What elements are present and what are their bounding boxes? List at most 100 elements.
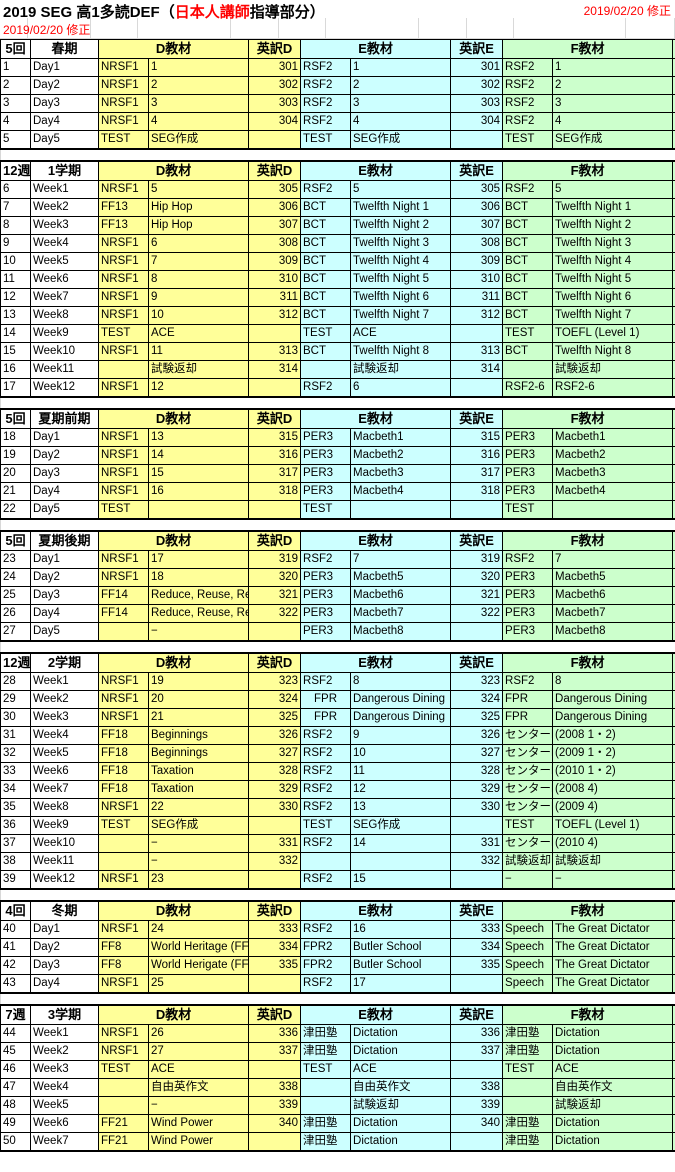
row-number-cell[interactable]: 29 [0,690,31,709]
e-code-cell[interactable]: RSF2 [300,180,352,199]
d-code-cell[interactable]: NRSF1 [98,446,149,465]
d-translation-cell[interactable]: 333 [248,920,302,939]
e-translation-cell[interactable]: 319 [450,550,504,569]
row-number-cell[interactable]: 48 [0,1096,31,1115]
d-title-cell[interactable]: 2 [147,76,250,95]
f-code-cell[interactable]: TEST [502,500,554,520]
e-title-cell[interactable]: Macbeth5 [350,568,452,587]
row-day-cell[interactable]: Week12 [30,378,99,398]
d-code-cell[interactable] [98,852,149,871]
d-title-cell[interactable]: World Herigate (FF18) [147,956,250,975]
row-number-cell[interactable]: 28 [0,672,31,691]
e-code-cell[interactable]: RSF2 [300,780,352,799]
f-code-cell[interactable]: センターL [502,798,554,817]
column-header-d-material[interactable]: D教材 [97,160,250,181]
d-code-cell[interactable]: FF14 [98,604,149,623]
row-day-cell[interactable]: Week3 [30,708,99,727]
f-translation-cell[interactable]: 518 [672,482,675,501]
f-title-cell[interactable]: 2 [552,76,674,95]
f-code-cell[interactable]: RSF2-6 [502,378,554,398]
e-translation-cell[interactable]: 304 [450,112,504,131]
e-title-cell[interactable]: Macbeth4 [350,482,452,501]
d-code-cell[interactable]: FF8 [98,938,149,957]
d-translation-cell[interactable]: 329 [248,780,302,799]
d-code-cell[interactable]: FF21 [98,1114,149,1133]
f-code-cell[interactable]: 津田塾 [502,1132,554,1152]
e-translation-cell[interactable]: 302 [450,76,504,95]
e-translation-cell[interactable]: 314 [450,360,504,379]
d-title-cell[interactable]: Wind Power [147,1114,250,1133]
d-translation-cell[interactable]: 332 [248,852,302,871]
column-header-d-material[interactable]: D教材 [97,38,250,59]
d-title-cell[interactable]: − [147,1096,250,1115]
e-translation-cell[interactable]: 335 [450,956,504,975]
e-translation-cell[interactable]: 339 [450,1096,504,1115]
f-translation-cell[interactable] [672,974,675,994]
row-number-cell[interactable]: 36 [0,816,31,835]
e-title-cell[interactable]: 17 [350,974,452,994]
f-title-cell[interactable]: (2009 1・2) [552,744,674,763]
e-code-cell[interactable]: PER3 [300,446,352,465]
e-translation-cell[interactable]: 313 [450,342,504,361]
d-title-cell[interactable] [147,500,250,520]
d-title-cell[interactable]: 12 [147,378,250,398]
row-number-cell[interactable]: 25 [0,586,31,605]
row-number-cell[interactable]: 38 [0,852,31,871]
d-title-cell[interactable]: 25 [147,974,250,994]
d-translation-cell[interactable] [248,816,302,835]
e-translation-cell[interactable] [450,378,504,398]
row-day-cell[interactable]: Day4 [30,482,99,501]
d-translation-cell[interactable]: 321 [248,586,302,605]
f-title-cell[interactable]: (2010 1・2) [552,762,674,781]
f-title-cell[interactable]: Dictation [552,1114,674,1133]
e-code-cell[interactable]: PER3 [300,586,352,605]
empty-cell[interactable] [325,18,419,39]
row-number-cell[interactable]: 11 [0,270,31,289]
f-code-cell[interactable]: PER3 [502,428,554,447]
e-code-cell[interactable]: TEST [300,500,352,520]
e-translation-cell[interactable]: 331 [450,834,504,853]
d-code-cell[interactable]: NRSF1 [98,234,149,253]
f-translation-cell[interactable] [672,378,675,398]
f-title-cell[interactable]: (2008 4) [552,780,674,799]
f-title-cell[interactable]: Dangerous Dining [552,708,674,727]
f-title-cell[interactable]: Twelfth Night 3 [552,234,674,253]
f-code-cell[interactable]: BCT [502,234,554,253]
row-day-cell[interactable]: Day3 [30,464,99,483]
d-title-cell[interactable]: 9 [147,288,250,307]
d-translation-cell[interactable]: 330 [248,798,302,817]
d-translation-cell[interactable]: 338 [248,1078,302,1097]
e-translation-cell[interactable]: 317 [450,464,504,483]
e-title-cell[interactable]: Macbeth6 [350,586,452,605]
d-title-cell[interactable]: Taxation [147,762,250,781]
d-translation-cell[interactable]: 315 [248,428,302,447]
d-translation-cell[interactable]: 316 [248,446,302,465]
e-code-cell[interactable]: FPR2 [300,956,352,975]
e-translation-cell[interactable]: 337 [450,1042,504,1061]
row-number-cell[interactable]: 33 [0,762,31,781]
f-title-cell[interactable]: SEG作成 [552,130,674,150]
column-header-e-material[interactable]: E教材 [300,408,452,429]
d-code-cell[interactable]: NRSF1 [98,974,149,994]
row-day-cell[interactable]: Week8 [30,306,99,325]
column-header-e-material[interactable]: E教材 [300,652,452,673]
section-term-label[interactable]: 冬期 [30,900,99,921]
d-translation-cell[interactable]: 335 [248,956,302,975]
f-translation-cell[interactable] [672,870,675,890]
row-number-cell[interactable]: 46 [0,1060,31,1079]
e-code-cell[interactable]: FPR [300,708,352,727]
row-number-cell[interactable]: 18 [0,428,31,447]
e-translation-cell[interactable]: 312 [450,306,504,325]
e-translation-cell[interactable] [450,974,504,994]
d-translation-cell[interactable]: 305 [248,180,302,199]
row-day-cell[interactable]: Week5 [30,1096,99,1115]
row-day-cell[interactable]: Day3 [30,94,99,113]
e-translation-cell[interactable]: 332 [450,852,504,871]
e-code-cell[interactable]: TEST [300,130,352,150]
d-title-cell[interactable]: 3 [147,94,250,113]
d-title-cell[interactable]: 8 [147,270,250,289]
e-title-cell[interactable]: 自由英作文 [350,1078,452,1097]
row-day-cell[interactable]: Day4 [30,112,99,131]
e-code-cell[interactable]: BCT [300,234,352,253]
column-header-e-translation[interactable]: 英訳E [450,530,504,551]
